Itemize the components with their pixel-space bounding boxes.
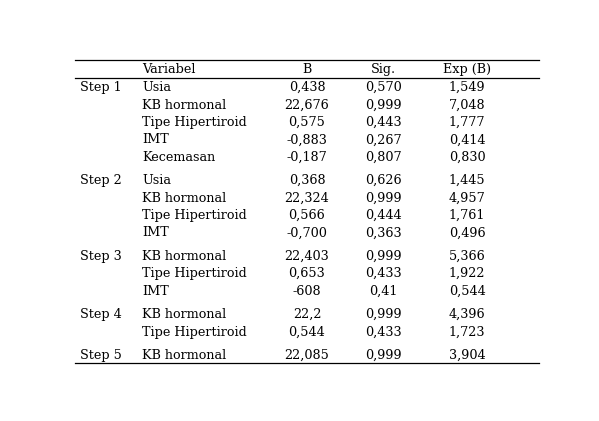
- Text: 7,048: 7,048: [449, 99, 485, 112]
- Text: 22,085: 22,085: [285, 349, 329, 362]
- Text: 1,549: 1,549: [449, 81, 485, 94]
- Text: Step 1: Step 1: [80, 81, 121, 94]
- Text: 0,626: 0,626: [365, 174, 402, 187]
- Text: -0,700: -0,700: [286, 226, 328, 240]
- Text: 1,761: 1,761: [449, 209, 485, 222]
- Text: 22,2: 22,2: [293, 308, 321, 321]
- Text: 5,366: 5,366: [449, 250, 486, 263]
- Text: Step 3: Step 3: [80, 250, 121, 263]
- Text: 0,999: 0,999: [365, 250, 402, 263]
- Text: 0,267: 0,267: [365, 133, 402, 147]
- Text: 0,830: 0,830: [449, 151, 485, 164]
- Text: 0,444: 0,444: [365, 209, 402, 222]
- Text: 0,544: 0,544: [449, 285, 486, 298]
- Text: 22,324: 22,324: [285, 192, 329, 205]
- Text: Usia: Usia: [142, 81, 171, 94]
- Text: 22,676: 22,676: [285, 99, 329, 112]
- Text: Tipe Hipertiroid: Tipe Hipertiroid: [142, 209, 247, 222]
- Text: Step 2: Step 2: [80, 174, 121, 187]
- Text: 0,363: 0,363: [365, 226, 402, 240]
- Text: 1,723: 1,723: [449, 325, 485, 338]
- Text: 0,368: 0,368: [289, 174, 325, 187]
- Text: 0,653: 0,653: [289, 267, 325, 280]
- Text: Usia: Usia: [142, 174, 171, 187]
- Text: 0,999: 0,999: [365, 99, 402, 112]
- Text: 0,999: 0,999: [365, 308, 402, 321]
- Text: -608: -608: [293, 285, 321, 298]
- Text: 0,570: 0,570: [365, 81, 402, 94]
- Text: 0,433: 0,433: [365, 267, 402, 280]
- Text: KB hormonal: KB hormonal: [142, 250, 226, 263]
- Text: IMT: IMT: [142, 226, 169, 240]
- Text: Tipe Hipertiroid: Tipe Hipertiroid: [142, 267, 247, 280]
- Text: -0,883: -0,883: [286, 133, 328, 147]
- Text: KB hormonal: KB hormonal: [142, 349, 226, 362]
- Text: Exp (B): Exp (B): [443, 63, 491, 76]
- Text: Tipe Hipertiroid: Tipe Hipertiroid: [142, 116, 247, 129]
- Text: 1,445: 1,445: [449, 174, 485, 187]
- Text: B: B: [302, 63, 311, 76]
- Text: 3,904: 3,904: [449, 349, 485, 362]
- Text: Step 5: Step 5: [80, 349, 122, 362]
- Text: Sig.: Sig.: [371, 63, 396, 76]
- Text: 0,999: 0,999: [365, 349, 402, 362]
- Text: 0,807: 0,807: [365, 151, 402, 164]
- Text: -0,187: -0,187: [286, 151, 328, 164]
- Text: 22,403: 22,403: [285, 250, 329, 263]
- Text: Tipe Hipertiroid: Tipe Hipertiroid: [142, 325, 247, 338]
- Text: Kecemasan: Kecemasan: [142, 151, 216, 164]
- Text: 4,396: 4,396: [449, 308, 485, 321]
- Text: 4,957: 4,957: [449, 192, 486, 205]
- Text: 0,544: 0,544: [289, 325, 325, 338]
- Text: 0,433: 0,433: [365, 325, 402, 338]
- Text: 0,414: 0,414: [449, 133, 485, 147]
- Text: 0,566: 0,566: [289, 209, 325, 222]
- Text: 1,777: 1,777: [449, 116, 485, 129]
- Text: 0,41: 0,41: [370, 285, 398, 298]
- Text: KB hormonal: KB hormonal: [142, 308, 226, 321]
- Text: IMT: IMT: [142, 285, 169, 298]
- Text: 0,443: 0,443: [365, 116, 402, 129]
- Text: 0,999: 0,999: [365, 192, 402, 205]
- Text: 0,496: 0,496: [449, 226, 485, 240]
- Text: KB hormonal: KB hormonal: [142, 192, 226, 205]
- Text: KB hormonal: KB hormonal: [142, 99, 226, 112]
- Text: 1,922: 1,922: [449, 267, 485, 280]
- Text: Variabel: Variabel: [142, 63, 196, 76]
- Text: IMT: IMT: [142, 133, 169, 147]
- Text: 0,438: 0,438: [289, 81, 325, 94]
- Text: 0,575: 0,575: [289, 116, 325, 129]
- Text: Step 4: Step 4: [80, 308, 121, 321]
